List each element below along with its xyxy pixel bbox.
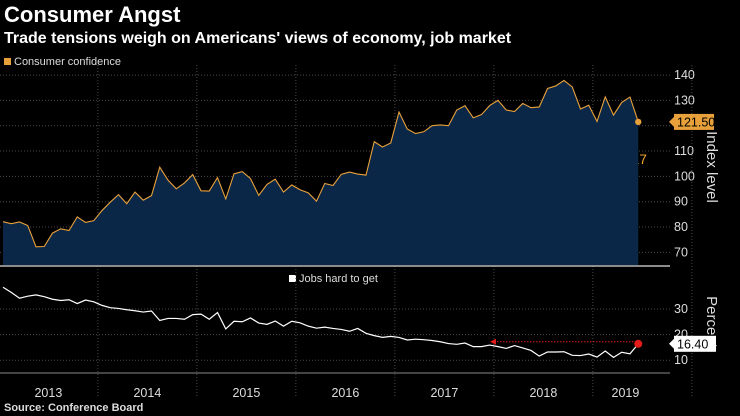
- legend-swatch-confidence: [4, 58, 11, 65]
- top-y-tick-140: 140: [674, 68, 695, 82]
- confidence-line: [2, 79, 639, 248]
- top-y-tick-100: 100: [674, 169, 695, 183]
- top-y-axis-title: Index level: [703, 131, 720, 203]
- x-tick-2016: 2016: [331, 386, 359, 400]
- top-y-tick-130: 130: [674, 93, 695, 107]
- jobs-end-marker: [634, 339, 643, 348]
- jobs-value-badge: [674, 335, 716, 352]
- x-tick-2018: 2018: [529, 386, 557, 400]
- legend-swatch-jobs: [289, 275, 296, 282]
- bottom-y-tick-30: 30: [674, 302, 688, 316]
- confidence-area: [3, 80, 639, 265]
- top-y-tick-80: 80: [674, 220, 688, 234]
- bottom-y-axis-title: Percent: [703, 296, 720, 349]
- confidence-value-pointer: [669, 116, 674, 127]
- top-y-tick-110: 110: [674, 144, 694, 158]
- jobs-last-value: 16.40: [677, 337, 708, 351]
- reference-arrowhead: [490, 338, 496, 345]
- x-tick-2019: 2019: [612, 386, 640, 400]
- chart-subtitle: Trade tensions weigh on Americans' views…: [4, 30, 512, 47]
- x-tick-2014: 2014: [133, 386, 161, 400]
- top-y-tick-70: 70: [674, 245, 688, 259]
- jobs-line: [2, 286, 639, 359]
- jobs-value-pointer: [669, 338, 674, 349]
- confidence-last-value: 121.50: [677, 115, 715, 129]
- legend-confidence: Consumer confidence: [14, 56, 121, 68]
- legend-jobs: Jobs hard to get: [299, 273, 378, 285]
- x-tick-2013: 2013: [34, 386, 62, 400]
- bottom-y-tick-10: 10: [674, 353, 688, 367]
- x-tick-2015: 2015: [232, 386, 260, 400]
- confidence-value-badge: [674, 113, 714, 130]
- chart-title: Consumer Angst: [4, 2, 181, 27]
- top-y-tick-90: 90: [674, 195, 688, 209]
- confidence-end-marker: [635, 118, 642, 126]
- x-tick-2017: 2017: [430, 386, 458, 400]
- source-note: Source: Conference Board: [4, 402, 144, 414]
